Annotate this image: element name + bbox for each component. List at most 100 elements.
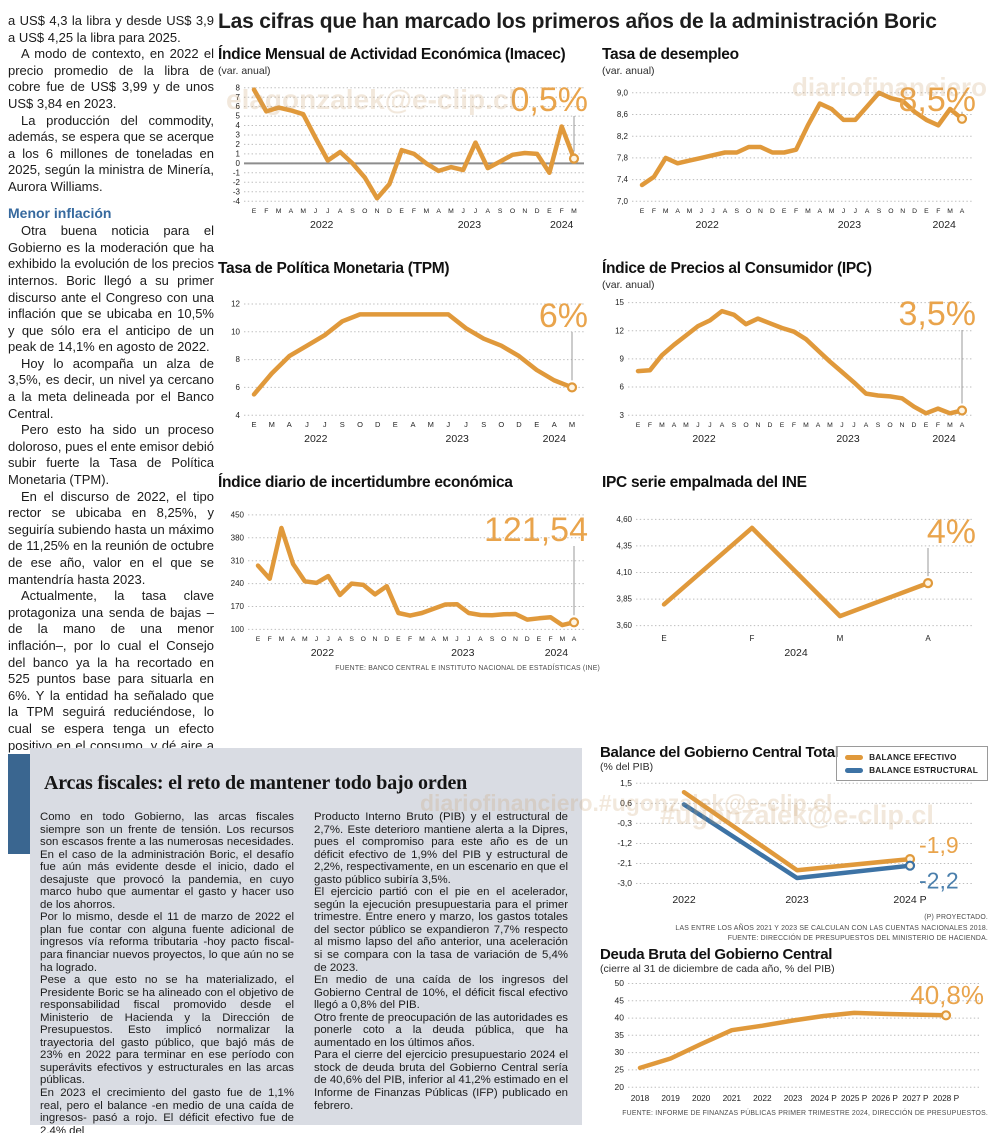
svg-text:2018: 2018 <box>631 1093 650 1103</box>
svg-text:8,5%: 8,5% <box>899 81 977 119</box>
svg-text:O: O <box>743 422 748 429</box>
svg-text:E: E <box>534 420 539 429</box>
svg-text:F: F <box>268 636 272 643</box>
svg-text:A: A <box>338 636 343 643</box>
svg-text:-2,2: -2,2 <box>919 868 959 894</box>
svg-text:J: J <box>461 208 464 215</box>
chart-source: FUENTE: BANCO CENTRAL E INSTITUTO NACION… <box>335 665 600 672</box>
fiscal-column-1: Como en todo Gobierno, las arcas fiscale… <box>40 811 294 1133</box>
svg-text:M: M <box>300 208 306 215</box>
chart-title: IPC serie empalmada del INE <box>602 474 807 491</box>
svg-text:E: E <box>251 420 256 429</box>
paragraph: Por lo mismo, desde el 11 de marzo de 20… <box>40 911 294 974</box>
svg-text:M: M <box>837 634 844 643</box>
svg-text:D: D <box>387 208 392 215</box>
svg-text:50: 50 <box>615 978 625 988</box>
svg-text:9: 9 <box>620 355 625 364</box>
svg-text:S: S <box>498 208 503 215</box>
svg-text:2023: 2023 <box>451 647 475 659</box>
svg-text:2023: 2023 <box>446 433 470 445</box>
svg-text:N: N <box>756 422 761 429</box>
svg-text:2024: 2024 <box>932 433 956 445</box>
svg-text:N: N <box>522 208 527 215</box>
svg-text:-1: -1 <box>233 168 241 177</box>
article-subhead: Menor inflación <box>8 204 112 221</box>
svg-text:2024: 2024 <box>545 647 569 659</box>
svg-text:J: J <box>326 208 329 215</box>
svg-text:J: J <box>315 636 318 643</box>
svg-text:M: M <box>947 422 953 429</box>
svg-text:6: 6 <box>236 383 241 392</box>
paragraph: El ejercicio partió con el pie en el ace… <box>314 886 568 974</box>
svg-text:3,60: 3,60 <box>616 621 632 630</box>
svg-text:15: 15 <box>615 298 624 307</box>
paragraph: En 2023 el crecimiento del gasto fue de … <box>40 1087 294 1133</box>
svg-text:N: N <box>900 422 905 429</box>
chart-subtitle: (var. anual) <box>602 279 655 291</box>
paragraph: Producto Interno Bruto (PIB) y el estruc… <box>314 811 568 886</box>
svg-text:N: N <box>900 208 905 215</box>
svg-text:2022: 2022 <box>311 647 335 659</box>
svg-text:2024 P: 2024 P <box>893 894 926 906</box>
svg-text:40,8%: 40,8% <box>910 980 984 1010</box>
svg-text:J: J <box>474 208 477 215</box>
svg-text:D: D <box>770 208 775 215</box>
svg-text:380: 380 <box>231 533 245 542</box>
svg-text:F: F <box>750 634 755 643</box>
svg-text:F: F <box>412 208 416 215</box>
fiscal-headline: Arcas fiscales: el reto de mantener todo… <box>44 772 468 794</box>
svg-text:20: 20 <box>615 1082 625 1092</box>
legend-item-efectivo: BALANCE EFECTIVO <box>845 752 978 762</box>
svg-text:O: O <box>362 208 367 215</box>
paragraph: Hoy lo acompaña un alza de 3,5%, es deci… <box>8 355 214 421</box>
svg-text:J: J <box>696 422 699 429</box>
paragraph: Para el cierre del ejercicio presupuesta… <box>314 1049 568 1112</box>
svg-text:3,5%: 3,5% <box>899 295 977 333</box>
svg-text:M: M <box>571 208 577 215</box>
svg-text:121,54: 121,54 <box>484 511 588 549</box>
svg-text:E: E <box>537 636 542 643</box>
svg-text:310: 310 <box>231 556 245 565</box>
article-body: Otra buena noticia para el Gobierno es l… <box>8 223 214 804</box>
chart-subtitle: (var. anual) <box>602 65 655 77</box>
chart-title: Balance del Gobierno Central Total <box>600 744 839 761</box>
svg-text:12: 12 <box>231 300 240 309</box>
line-chart: 12 10 8 6 4 E M A J J S O D E A M J J S O D E A M 2022 2023 2024 6% <box>218 293 600 450</box>
svg-text:J: J <box>455 636 458 643</box>
svg-text:2023: 2023 <box>458 219 482 231</box>
svg-text:A: A <box>431 636 436 643</box>
svg-text:E: E <box>393 420 398 429</box>
svg-text:25: 25 <box>615 1065 625 1075</box>
svg-text:4: 4 <box>236 411 241 420</box>
legend-swatch-orange <box>845 754 864 760</box>
paragraph: a US$ 4,3 la libra y desde US$ 3,9 a US$… <box>8 13 214 45</box>
svg-text:J: J <box>842 208 845 215</box>
paragraph: A modo de contexto, en 2022 el precio pr… <box>8 46 214 111</box>
svg-text:F: F <box>560 208 564 215</box>
paragraph: Pero esto ha sido un proceso doloroso, p… <box>8 422 214 488</box>
svg-text:2024: 2024 <box>543 433 567 445</box>
svg-text:10: 10 <box>231 327 240 336</box>
chart-title: Índice diario de incertidumbre económica <box>218 474 513 491</box>
svg-text:A: A <box>410 420 415 429</box>
svg-text:E: E <box>924 422 929 429</box>
svg-text:D: D <box>535 208 540 215</box>
svg-text:M: M <box>827 422 833 429</box>
svg-text:A: A <box>291 636 296 643</box>
chart-title: Tasa de desempleo <box>602 46 739 63</box>
svg-text:5: 5 <box>236 112 241 121</box>
paragraph: LAS ENTRE LOS AÑOS 2021 Y 2023 SE CALCUL… <box>675 924 988 932</box>
chart-subtitle <box>602 493 988 507</box>
svg-text:3,85: 3,85 <box>616 595 632 604</box>
svg-text:E: E <box>661 634 666 643</box>
svg-text:F: F <box>936 422 940 429</box>
svg-text:-2,1: -2,1 <box>617 858 632 868</box>
svg-text:170: 170 <box>231 602 245 611</box>
svg-text:J: J <box>446 420 450 429</box>
chart-tpm: Tasa de Política Monetaria (TPM) 12 10 8 6 4… <box>218 260 600 450</box>
svg-text:F: F <box>408 636 412 643</box>
svg-text:E: E <box>636 422 641 429</box>
svg-text:A: A <box>818 208 823 215</box>
svg-text:-0,3: -0,3 <box>617 818 632 828</box>
svg-text:A: A <box>672 422 677 429</box>
